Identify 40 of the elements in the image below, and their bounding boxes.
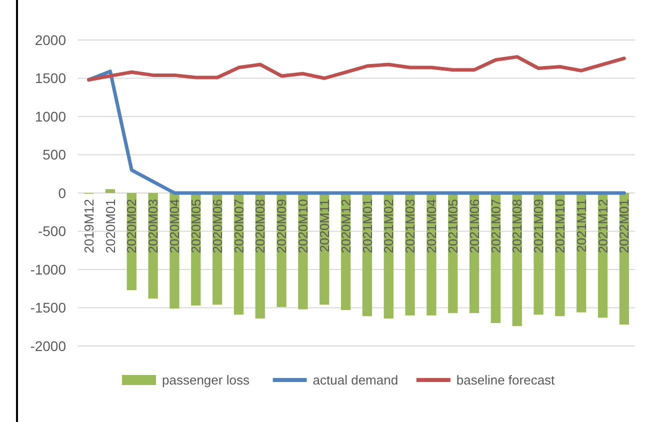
x-tick-label: 2020M12 <box>338 199 354 254</box>
x-tick-label: 2020M01 <box>102 199 118 254</box>
x-tick-label: 2021M06 <box>466 199 482 254</box>
y-tick-label: -1500 <box>30 300 66 316</box>
x-tick-label: 2021M01 <box>360 199 375 254</box>
legend-label: actual demand <box>312 372 398 388</box>
x-tick-label: 2020M09 <box>274 199 290 254</box>
y-tick-label: 500 <box>42 146 66 163</box>
legend-label: passenger loss <box>162 372 250 388</box>
y-tick-label: 1500 <box>34 70 66 86</box>
x-tick-label: 2020M04 <box>167 199 182 254</box>
x-tick-label: 2021M11 <box>574 199 589 252</box>
y-tick-label: -1000 <box>30 261 66 278</box>
legend-label: baseline forecast <box>456 372 556 388</box>
x-tick-label: 2021M09 <box>531 199 546 254</box>
x-tick-label: 2021M04 <box>424 199 439 254</box>
x-tick-label: 2020M11 <box>316 199 332 252</box>
x-tick-label: 2020M06 <box>210 199 225 254</box>
x-tick-label: 2020M02 <box>124 199 140 254</box>
x-tick-label: 2021M05 <box>445 199 460 254</box>
x-tick-label: 2021M02 <box>381 199 396 254</box>
x-tick-label: 2020M03 <box>146 199 161 254</box>
line-series <box>87 70 626 195</box>
x-tick-label: 2020M07 <box>231 199 246 254</box>
y-tick-label: -500 <box>38 223 66 240</box>
x-tick-label: 2020M10 <box>296 199 311 254</box>
x-tick-label: 2021M10 <box>552 199 568 254</box>
x-tick-label: 2021M08 <box>510 199 525 254</box>
y-tick-label: 2000 <box>34 32 66 48</box>
x-tick-label: 2021M12 <box>595 199 610 254</box>
x-tick-label: 2019M12 <box>81 199 96 254</box>
y-tick-label: -2000 <box>30 338 66 354</box>
x-tick-label: 2020M08 <box>252 199 268 254</box>
x-tick-label: 2021M07 <box>488 199 504 254</box>
x-tick-label: 2020M05 <box>188 199 204 254</box>
y-tick-label: 1000 <box>34 108 66 124</box>
y-tick-label: 0 <box>58 184 66 201</box>
x-tick-label: 2021M03 <box>402 199 418 254</box>
line-series <box>87 55 626 82</box>
x-tick-label: 2022M01 <box>616 199 632 254</box>
